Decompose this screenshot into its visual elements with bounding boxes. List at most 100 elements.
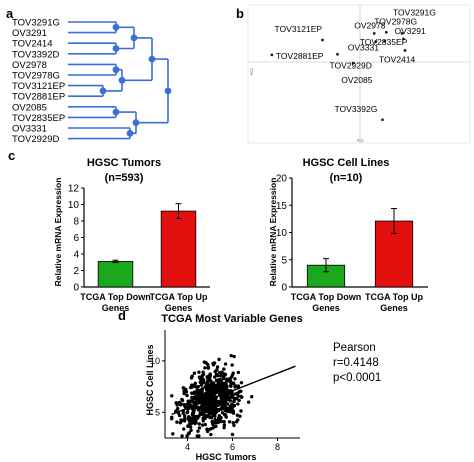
scatter-point bbox=[209, 432, 213, 437]
scatter-point bbox=[204, 388, 209, 392]
pca-point bbox=[372, 32, 376, 35]
scatter-point bbox=[201, 380, 206, 384]
scatter-point bbox=[180, 434, 184, 438]
scatter-point bbox=[217, 399, 222, 404]
scatter-point bbox=[217, 382, 221, 387]
scatter-point bbox=[210, 421, 215, 426]
dendrogram-leaf-label: TOV2414 bbox=[12, 39, 53, 50]
bar-y-tick-label: 10 bbox=[276, 228, 288, 239]
pca-point-label: TOV3291G bbox=[393, 7, 436, 17]
scatter-point bbox=[211, 402, 216, 407]
scatter-point bbox=[235, 413, 240, 417]
bar-category-label: Genes bbox=[165, 303, 193, 313]
scatter-point bbox=[205, 414, 209, 419]
pca-point bbox=[336, 52, 339, 56]
scatter-point bbox=[201, 419, 205, 423]
dendrogram-leaf-label: TOV2881EP bbox=[12, 92, 65, 103]
scatter-point bbox=[238, 414, 242, 418]
dendrogram-leaf-label: OV2085 bbox=[12, 102, 47, 113]
scatter-point bbox=[196, 429, 200, 433]
bar-category-label: Genes bbox=[312, 303, 340, 313]
scatter-point bbox=[192, 420, 196, 424]
scatter-point bbox=[206, 405, 210, 409]
scatter-point bbox=[208, 408, 212, 412]
bar-category-label: Genes bbox=[380, 303, 408, 313]
bar-y-tick-label: 10 bbox=[68, 200, 80, 211]
scatter-point bbox=[214, 379, 219, 383]
scatter-point bbox=[203, 395, 207, 399]
scatter-point bbox=[174, 401, 178, 405]
scatter-point bbox=[189, 428, 193, 433]
scatter-point bbox=[233, 385, 237, 389]
scatter-point bbox=[212, 393, 216, 397]
scatter-point bbox=[236, 394, 241, 398]
scatter-point bbox=[194, 417, 198, 422]
pca-point-label: TOV3121EP bbox=[275, 24, 323, 34]
scatter-point bbox=[246, 400, 251, 404]
dendrogram-leaf-label: TOV3291G bbox=[12, 18, 60, 29]
bar-y-tick-label: 12 bbox=[68, 184, 80, 195]
scatter-point bbox=[233, 377, 237, 381]
dendrogram-leaf-label: OV2978 bbox=[12, 60, 47, 71]
scatter-point bbox=[182, 419, 187, 423]
scatter-point bbox=[220, 384, 224, 388]
scatter-point bbox=[196, 384, 201, 389]
bar-left-subtitle: (n=593) bbox=[105, 172, 144, 184]
pca-frame bbox=[247, 4, 471, 144]
scatter-point bbox=[181, 427, 186, 431]
pca-point-label: OV2978 bbox=[354, 20, 385, 30]
scatter-point bbox=[198, 391, 202, 396]
scatter-point bbox=[232, 399, 236, 404]
scatter-point bbox=[214, 368, 219, 373]
regression-line bbox=[171, 365, 296, 415]
scatter-point bbox=[212, 408, 217, 412]
scatter-point bbox=[203, 422, 208, 427]
scatter-point bbox=[182, 414, 187, 418]
pca-point-label: TOV2414 bbox=[379, 54, 416, 64]
dendrogram-leaf-label: TOV3392D bbox=[12, 49, 59, 60]
pca-point bbox=[400, 32, 404, 35]
bar-chart-cell-lines: HGSC Cell Lines (n=10) Relative mRNA Exp… bbox=[268, 157, 428, 313]
scatter-point bbox=[201, 416, 205, 421]
pca-point-label: TOV2835EP bbox=[360, 37, 408, 47]
scatter-point bbox=[190, 395, 194, 400]
scatter-point bbox=[226, 395, 230, 400]
scatter-point bbox=[181, 411, 185, 415]
dendrogram-node bbox=[164, 87, 172, 95]
scatter-point bbox=[197, 422, 201, 426]
scatter-point bbox=[232, 354, 236, 359]
scatter-point bbox=[178, 421, 183, 425]
bar-category-label: TCGA Top Up bbox=[150, 292, 208, 302]
scatter-point bbox=[217, 357, 221, 362]
scatter-point bbox=[191, 399, 195, 403]
scatter-point bbox=[219, 407, 223, 412]
scatter-point bbox=[201, 397, 205, 402]
scatter-point bbox=[199, 375, 204, 379]
scatter-point bbox=[209, 389, 214, 393]
scatter-point bbox=[224, 409, 228, 413]
dendrogram: TOV3291GOV3291TOV2414TOV3392DOV2978TOV29… bbox=[12, 18, 172, 145]
panel-letter-a: a bbox=[6, 6, 14, 21]
scatter-point bbox=[237, 398, 241, 403]
bar-chart-tumors: HGSC Tumors (n=593) Relative mRNA Expres… bbox=[53, 157, 210, 313]
bar bbox=[97, 261, 134, 288]
bar-y-tick-label: 0 bbox=[281, 283, 287, 294]
scatter-point bbox=[189, 376, 194, 380]
scatter-x-tick-label: 6 bbox=[230, 442, 235, 452]
pca-point bbox=[381, 118, 384, 122]
scatter-point bbox=[193, 414, 197, 419]
scatter-point bbox=[200, 423, 205, 427]
bar-right-y-label: Relative mRNA Expression bbox=[268, 178, 278, 287]
scatter-point bbox=[205, 429, 210, 434]
scatter-point bbox=[215, 365, 220, 369]
scatter-point bbox=[236, 418, 240, 422]
scatter-point bbox=[193, 397, 198, 401]
scatter-point bbox=[213, 414, 217, 418]
bar bbox=[160, 210, 197, 288]
scatter-point bbox=[197, 426, 202, 430]
scatter-point bbox=[230, 432, 235, 437]
bar-category-label: TCGA Top Up bbox=[365, 292, 423, 302]
scatter-point bbox=[250, 395, 254, 399]
scatter-point bbox=[202, 360, 206, 364]
scatter-point bbox=[231, 381, 235, 386]
